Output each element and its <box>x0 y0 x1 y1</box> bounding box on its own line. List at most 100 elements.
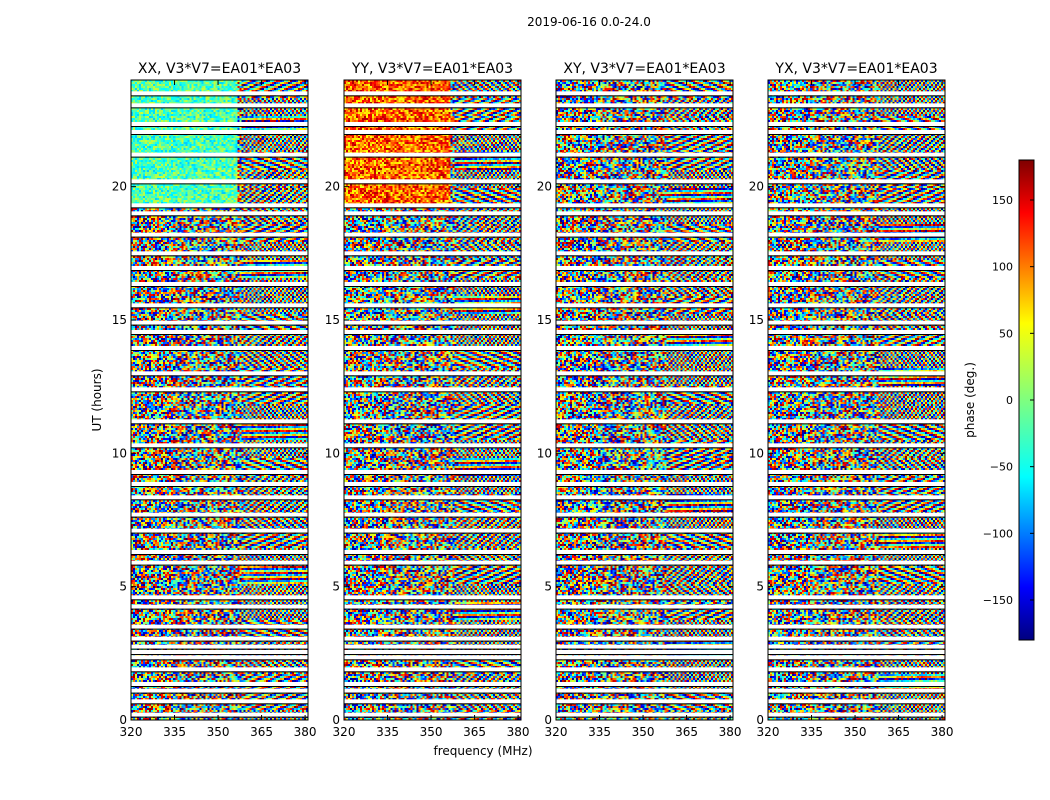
flagged-row <box>768 203 945 208</box>
flagged-row <box>768 443 945 448</box>
flagged-row <box>344 152 521 157</box>
flagged-row <box>556 232 733 237</box>
panel-phase-image <box>131 80 308 720</box>
flagged-row <box>768 512 945 517</box>
x-axis-label: frequency (MHz) <box>433 744 532 758</box>
flagged-row <box>768 266 945 270</box>
panel-xx: XX, V3*V7=EA01*EA03 320 335 350 365 380 0 5 10 15… <box>112 61 317 739</box>
flagged-row <box>556 443 733 448</box>
flagged-row <box>131 470 308 474</box>
flagged-row <box>556 251 733 256</box>
flagged-row <box>131 650 308 654</box>
x-tick-label: 380 <box>294 725 317 739</box>
flagged-row <box>768 330 945 334</box>
y-tick-label: 5 <box>119 580 127 594</box>
flagged-row <box>131 203 308 208</box>
panel-xy: XY, V3*V7=EA01*EA03 320 335 350 365 380 0 5 10 15… <box>537 61 742 739</box>
flagged-row <box>344 636 521 641</box>
x-tick-label: 380 <box>719 725 742 739</box>
flagged-row <box>768 712 945 717</box>
flagged-row <box>344 667 521 672</box>
flagged-row <box>344 232 521 237</box>
flagged-row <box>768 419 945 424</box>
flagged-row <box>556 103 733 108</box>
flagged-row <box>768 560 945 565</box>
flagged-row <box>344 655 521 660</box>
flagged-row <box>344 650 521 654</box>
flagged-row <box>768 303 945 308</box>
flagged-row <box>344 495 521 500</box>
flagged-row <box>131 667 308 672</box>
flagged-row <box>344 211 521 216</box>
flagged-row <box>344 560 521 565</box>
flagged-row <box>344 303 521 308</box>
flagged-row <box>556 91 733 96</box>
flagged-row <box>556 320 733 325</box>
flagged-row <box>556 330 733 334</box>
y-tick-label: 20 <box>537 180 552 194</box>
flagged-row <box>556 699 733 704</box>
flagged-row <box>131 91 308 96</box>
y-tick-label: 0 <box>544 713 552 727</box>
panel-yx: YX, V3*V7=EA01*EA03 320 335 350 365 380 0 5 10 15… <box>749 61 954 739</box>
y-tick-label: 0 <box>332 713 340 727</box>
y-tick-label: 5 <box>332 580 340 594</box>
flagged-row <box>131 266 308 270</box>
flagged-row <box>344 604 521 609</box>
flagged-row <box>131 636 308 641</box>
x-tick-label: 320 <box>757 725 780 739</box>
flagged-row <box>768 682 945 686</box>
flagged-row <box>556 667 733 672</box>
flagged-row <box>768 644 945 649</box>
panel-phase-image <box>768 80 945 720</box>
flagged-row <box>768 699 945 704</box>
y-tick-label: 15 <box>325 313 340 327</box>
x-tick-label: 380 <box>507 725 530 739</box>
flagged-row <box>344 346 521 350</box>
flagged-row <box>556 560 733 565</box>
flagged-row <box>768 103 945 108</box>
flagged-row <box>131 604 308 609</box>
y-tick-label: 15 <box>537 313 552 327</box>
flagged-row <box>131 560 308 565</box>
flagged-row <box>344 443 521 448</box>
flagged-row <box>131 550 308 554</box>
flagged-row <box>768 211 945 216</box>
x-tick-label: 335 <box>800 725 823 739</box>
x-tick-label: 350 <box>844 725 867 739</box>
flagged-row <box>131 152 308 157</box>
flagged-row <box>768 346 945 350</box>
x-tick-label: 365 <box>675 725 698 739</box>
panel-yy: YY, V3*V7=EA01*EA03 320 335 350 365 380 0 5 10 15… <box>325 61 530 739</box>
x-tick-label: 320 <box>545 725 568 739</box>
flagged-row <box>556 482 733 486</box>
x-tick-label: 320 <box>120 725 143 739</box>
flagged-row <box>768 232 945 237</box>
flagged-row <box>131 482 308 486</box>
figure-title: 2019-06-16 0.0-24.0 <box>527 15 651 29</box>
x-tick-label: 320 <box>333 725 356 739</box>
flagged-row <box>344 203 521 208</box>
colorbar-tick-label: 0 <box>1006 394 1013 407</box>
panel-frame <box>767 79 946 721</box>
flagged-row <box>556 644 733 649</box>
flagged-row <box>131 655 308 660</box>
flagged-row <box>556 655 733 660</box>
flagged-row <box>556 470 733 474</box>
flagged-row <box>344 682 521 686</box>
y-tick-label: 20 <box>325 180 340 194</box>
flagged-row <box>131 303 308 308</box>
panel-phase-image <box>344 80 521 720</box>
y-tick-label: 15 <box>112 313 127 327</box>
flagged-row <box>131 330 308 334</box>
panel-frame <box>130 79 309 721</box>
flagged-row <box>556 624 733 629</box>
flagged-row <box>768 371 945 376</box>
flagged-row <box>556 130 733 134</box>
flagged-row <box>131 122 308 126</box>
flagged-row <box>344 528 521 533</box>
flagged-row <box>344 122 521 126</box>
x-tick-label: 365 <box>887 725 910 739</box>
flagged-row <box>768 667 945 672</box>
x-tick-label: 350 <box>420 725 443 739</box>
